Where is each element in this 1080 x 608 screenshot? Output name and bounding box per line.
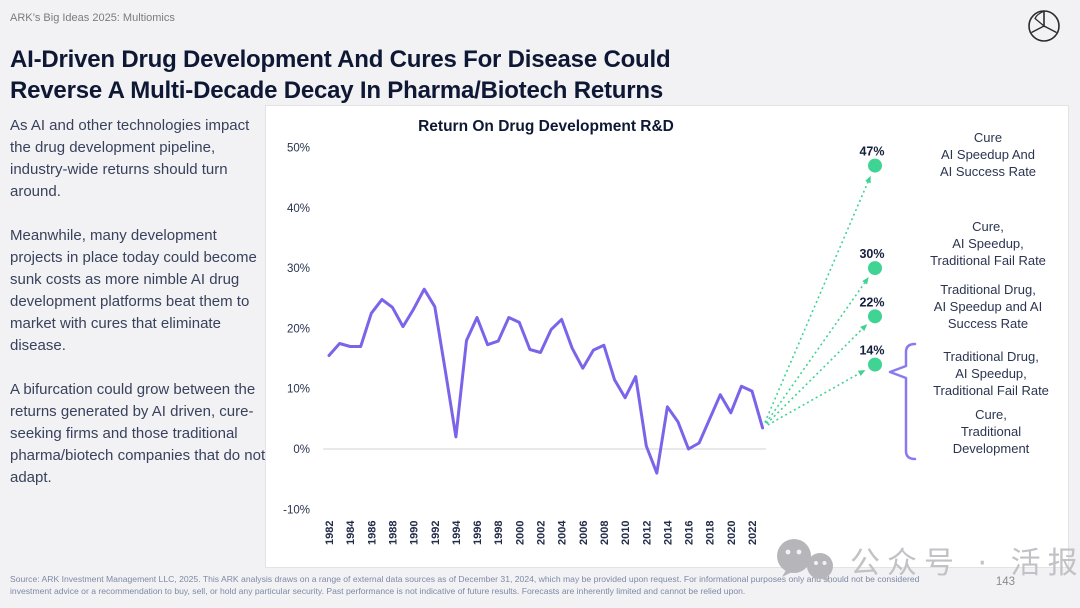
scenario-label-line: Cure, [972, 219, 1004, 234]
scenario-label-line: AI Speedup, [955, 366, 1027, 381]
svg-text:1986: 1986 [366, 521, 378, 545]
svg-text:30%: 30% [859, 247, 884, 261]
svg-text:2022: 2022 [747, 521, 759, 545]
commentary: As AI and other technologies impact the … [10, 115, 268, 511]
svg-text:1996: 1996 [472, 521, 484, 545]
svg-text:2004: 2004 [557, 520, 569, 545]
watermark: 公众号 · 活报告 [772, 536, 1080, 584]
svg-text:22%: 22% [859, 295, 884, 309]
scenario-label-trad-drug-ai-speedup-success: Traditional Drug, AI Speedup and AI Succ… [904, 281, 1072, 332]
scenario-label-line: AI Speedup And [941, 147, 1035, 162]
svg-text:47%: 47% [859, 145, 884, 159]
scenario-label-line: Traditional Drug, [943, 349, 1039, 364]
svg-text:2000: 2000 [514, 521, 526, 545]
scenario-label-line: AI Speedup and AI [933, 299, 1043, 314]
page-title: AI-Driven Drug Development And Cures For… [10, 44, 671, 106]
title-line-1: AI-Driven Drug Development And Cures For… [10, 46, 671, 74]
commentary-paragraph-3: A bifurcation could grow between the ret… [10, 381, 266, 486]
scenario-label-line: Cure, [975, 407, 1007, 422]
scenario-label-line: AI Success Rate [939, 164, 1037, 179]
chart-panel: 50% 40% 30% 20% 10% 0% -10% 1982 1984 1986 1988 199… [265, 105, 1069, 568]
svg-text:1988: 1988 [387, 521, 399, 545]
scenario-label-line: Cure [973, 130, 1003, 145]
scenario-label-cure-traditional-development: Cure, Traditional Development [911, 406, 1071, 457]
scenario-label-line: Development [952, 441, 1030, 456]
svg-text:2018: 2018 [705, 521, 717, 545]
svg-text:14%: 14% [859, 344, 884, 358]
scenario-label-trad-drug-ai-speedup-trad-fail: Traditional Drug, AI Speedup, Traditiona… [911, 348, 1071, 399]
svg-text:1990: 1990 [409, 521, 421, 545]
svg-text:2010: 2010 [620, 521, 632, 545]
svg-text:1998: 1998 [493, 521, 505, 545]
svg-text:1992: 1992 [430, 521, 442, 545]
title-line-2: Reverse A Multi-Decade Decay In Pharma/B… [10, 77, 663, 105]
svg-text:50%: 50% [287, 143, 310, 155]
chart-title: Return On Drug Development R&D [418, 118, 674, 135]
svg-text:2016: 2016 [684, 521, 696, 545]
page-number: 143 [995, 576, 1015, 588]
svg-text:1994: 1994 [451, 520, 463, 545]
svg-text:10%: 10% [287, 384, 310, 396]
scenario-label-cure-ai-speedup-trad-fail: Cure, AI Speedup, Traditional Fail Rate [904, 218, 1072, 269]
ark-logo-icon [1028, 10, 1060, 42]
watermark-text: 公众号 · 活报告 [850, 546, 1080, 581]
scenario-label-line: Traditional Fail Rate [930, 253, 1046, 268]
svg-text:-10%: -10% [283, 504, 310, 516]
svg-text:2002: 2002 [536, 521, 548, 545]
source-disclaimer: Source: ARK Investment Management LLC, 2… [10, 574, 920, 596]
svg-text:30%: 30% [287, 263, 310, 275]
scenario-label-cure-ai-speedup-success: Cure AI Speedup And AI Success Rate [904, 129, 1072, 180]
svg-text:2006: 2006 [578, 521, 590, 545]
svg-text:2020: 2020 [726, 521, 738, 545]
svg-text:1982: 1982 [324, 521, 336, 545]
scenario-label-line: Traditional Fail Rate [933, 383, 1049, 398]
svg-text:40%: 40% [287, 203, 310, 215]
svg-text:2012: 2012 [641, 521, 653, 545]
wechat-icon [777, 539, 833, 583]
commentary-paragraph-2: Meanwhile, many development projects in … [10, 227, 257, 354]
svg-text:2008: 2008 [599, 521, 611, 545]
line-chart: 50% 40% 30% 20% 10% 0% -10% 1982 1984 1986 1988 199… [283, 143, 917, 545]
svg-text:20%: 20% [287, 323, 310, 335]
scenario-label-line: Traditional [960, 424, 1022, 439]
scenario-label-line: Traditional Drug, [940, 282, 1036, 297]
scenario-label-line: Success Rate [947, 316, 1029, 331]
svg-text:2014: 2014 [662, 520, 674, 545]
commentary-paragraph-1: As AI and other technologies impact the … [10, 117, 250, 200]
scenario-label-line: AI Speedup, [952, 236, 1024, 251]
svg-text:1984: 1984 [345, 520, 357, 545]
svg-text:0%: 0% [293, 444, 310, 456]
eyebrow: ARK’s Big Ideas 2025: Multiomics [10, 12, 175, 24]
